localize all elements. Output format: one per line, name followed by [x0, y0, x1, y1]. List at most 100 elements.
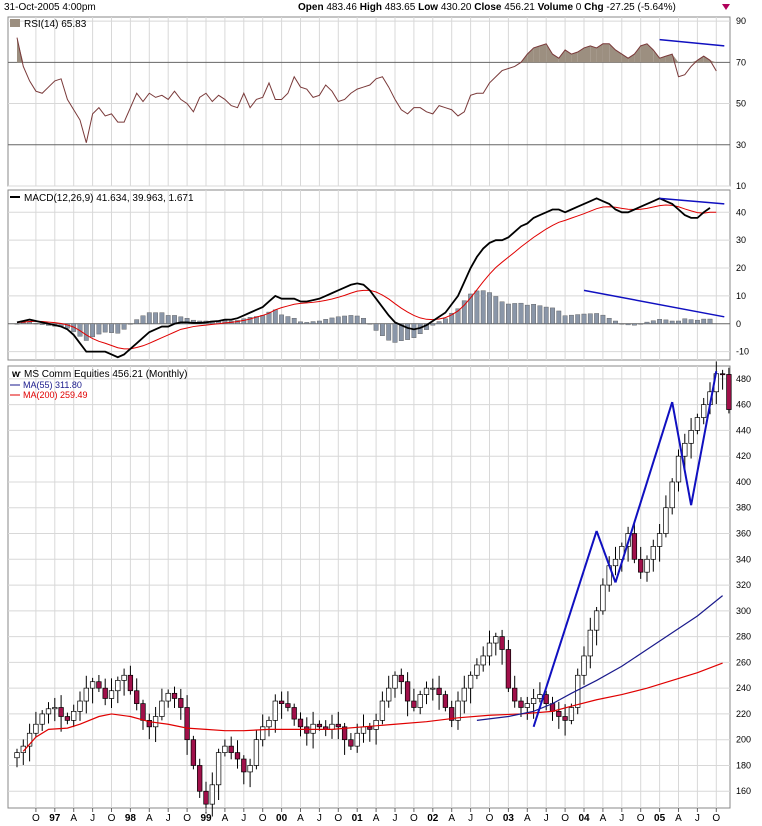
x-tick-label: J	[393, 813, 398, 824]
candle-body	[89, 681, 96, 689]
candle-body	[354, 732, 360, 747]
candle-body	[278, 700, 285, 704]
y-tick-label: 260	[736, 657, 751, 667]
candle-body	[39, 713, 45, 725]
macd-histogram-bar	[676, 320, 681, 324]
y-tick-label: 30	[736, 235, 746, 245]
macd-histogram-bar	[335, 316, 341, 324]
candle-body	[96, 681, 102, 689]
candle-body	[404, 681, 411, 702]
candle-body	[316, 723, 323, 728]
y-tick-label: 400	[736, 477, 751, 487]
y-tick-label: 40	[736, 207, 746, 217]
price-trendline	[671, 401, 693, 506]
macd-histogram-bar	[701, 318, 707, 324]
x-tick-label: A	[146, 813, 153, 824]
quote-value: 430.20	[441, 2, 472, 13]
macd-histogram-bar	[380, 323, 385, 336]
candle-body	[190, 739, 197, 766]
candle-body	[234, 752, 241, 760]
macd-histogram-bar	[272, 309, 278, 324]
x-tick-label: A	[70, 813, 77, 824]
price-title: MS Comm Equities 456.21 (Monthly)	[24, 369, 187, 380]
macd-histogram-bar	[260, 315, 266, 324]
x-tick-label: A	[448, 813, 455, 824]
candle-body	[197, 765, 203, 792]
x-tick-label: O	[637, 813, 645, 824]
macd-histogram-bar	[405, 323, 410, 340]
y-tick-label: 460	[736, 400, 751, 410]
y-tick-label: 280	[736, 632, 751, 642]
candle-body	[348, 739, 354, 747]
candle-body	[650, 546, 656, 560]
macd-histogram-bar	[474, 290, 480, 324]
macd-histogram-bar	[20, 322, 26, 324]
candle-body	[45, 708, 52, 715]
y-tick-label: 300	[736, 606, 751, 616]
y-tick-label: 160	[736, 786, 751, 796]
candle-body	[341, 726, 348, 741]
x-tick-label: O	[561, 813, 569, 824]
y-tick-label: 70	[736, 57, 746, 67]
x-tick-label: J	[166, 813, 171, 824]
candle-body	[52, 707, 58, 710]
macd-histogram-bar	[537, 305, 543, 324]
candle-body	[247, 765, 253, 773]
candle-body	[360, 726, 367, 734]
x-tick-label: 97	[49, 813, 61, 824]
candle-body	[568, 707, 575, 721]
macd-histogram-bar	[165, 315, 171, 324]
candle-body	[108, 690, 115, 699]
quote-value: 0	[576, 2, 582, 13]
x-tick-label: 00	[276, 813, 288, 824]
quote-value: 483.46	[326, 2, 357, 13]
y-tick-label: 180	[736, 760, 751, 770]
macd-trendline	[583, 289, 725, 318]
candle-body	[398, 674, 404, 683]
y-tick-label: 320	[736, 580, 751, 590]
macd-panel	[7, 189, 731, 361]
candle-body	[77, 700, 83, 712]
rsi-overbought-fill	[640, 43, 647, 63]
candle-body	[209, 784, 215, 805]
candle-body	[512, 687, 518, 702]
macd-histogram-bar	[480, 290, 486, 324]
candle-body	[581, 655, 587, 676]
candle-body	[379, 700, 386, 721]
y-tick-label: 440	[736, 425, 751, 435]
x-tick-label: A	[600, 813, 607, 824]
macd-histogram-bar	[392, 323, 398, 343]
candle-body	[272, 700, 278, 721]
candle-body	[203, 790, 209, 805]
macd-histogram-bar	[102, 323, 108, 333]
candle-body	[127, 674, 134, 692]
y-tick-label: -10	[736, 347, 749, 357]
macd-histogram-bar	[543, 306, 549, 324]
macd-layer: -10 0 10 20 30 40	[8, 190, 749, 360]
macd-histogram-bar	[247, 317, 253, 324]
x-tick-label: 04	[578, 813, 590, 824]
rsi-overbought-fill	[17, 37, 24, 63]
ma200-legend: MA(200) 259.49	[23, 390, 88, 400]
y-tick-label: 480	[736, 374, 751, 384]
rsi-overbought-fill	[634, 45, 641, 63]
rsi-overbought-fill	[590, 45, 597, 63]
macd-histogram-bar	[657, 319, 663, 324]
rsi-overbought-fill	[527, 47, 534, 63]
macd-histogram-bar	[285, 316, 291, 324]
candle-body	[505, 649, 512, 689]
macd-histogram-bar	[140, 315, 146, 324]
rsi-overbought-fill	[539, 43, 547, 63]
candle-body	[178, 698, 184, 708]
macd-histogram-bar	[531, 304, 537, 324]
candle-body	[530, 698, 537, 704]
rsi-trendline	[659, 38, 725, 47]
quote-label: Open	[298, 2, 326, 13]
macd-title: MACD(12,26,9) 41.634, 39.963, 1.671	[24, 193, 194, 204]
macd-line	[16, 197, 711, 359]
candle-body	[726, 374, 732, 410]
candle-body	[184, 707, 190, 741]
candle-body	[171, 692, 178, 699]
macd-histogram-bar	[279, 314, 284, 324]
macd-histogram-bar	[524, 304, 530, 324]
